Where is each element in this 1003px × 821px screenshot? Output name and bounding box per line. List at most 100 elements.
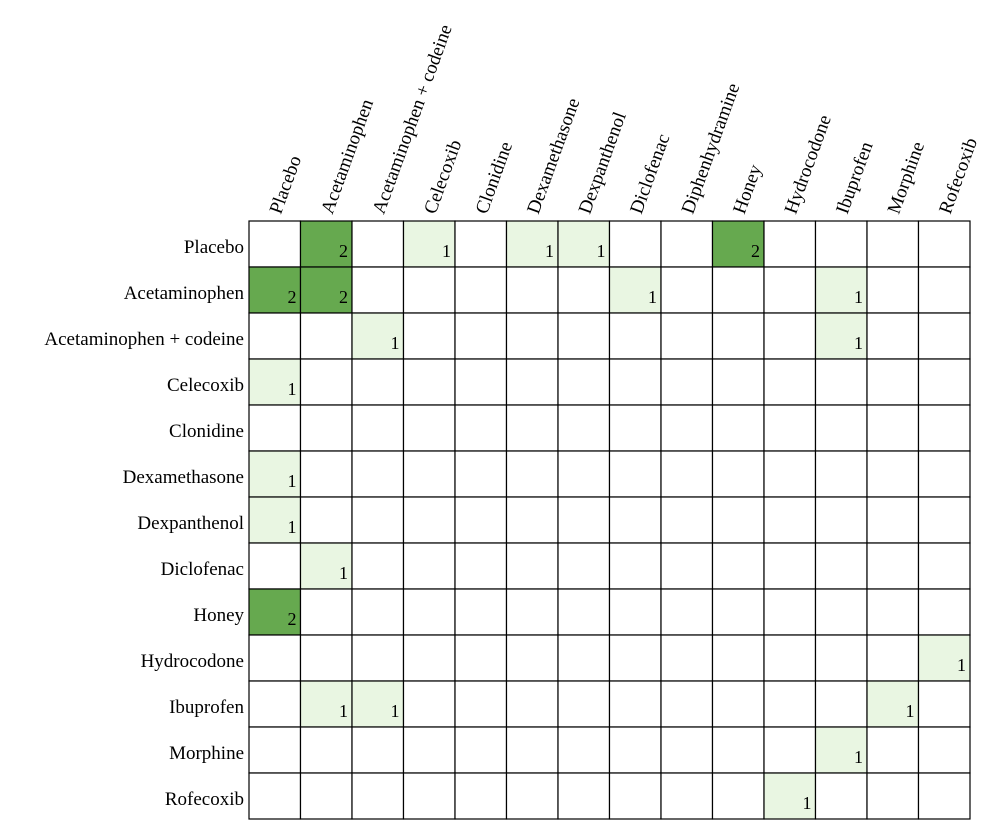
cell-value-label: 2 bbox=[288, 609, 297, 629]
matrix-cell bbox=[763, 634, 817, 682]
matrix-cell bbox=[248, 266, 302, 314]
matrix-cell bbox=[557, 450, 611, 498]
matrix-cell bbox=[917, 496, 971, 544]
matrix-cell bbox=[557, 588, 611, 636]
matrix-cell bbox=[711, 588, 765, 636]
matrix-cell bbox=[660, 312, 714, 360]
matrix-cell bbox=[866, 726, 920, 774]
matrix-cell bbox=[505, 404, 559, 452]
matrix-cell bbox=[351, 220, 405, 268]
matrix-cell bbox=[299, 312, 353, 360]
matrix-cell bbox=[917, 358, 971, 406]
matrix-cell bbox=[248, 542, 302, 590]
matrix-cell bbox=[917, 312, 971, 360]
matrix-cell bbox=[711, 312, 765, 360]
matrix-cell bbox=[299, 680, 353, 728]
row-label: Ibuprofen bbox=[169, 697, 244, 718]
cell-value-label: 1 bbox=[854, 747, 863, 767]
matrix-cell bbox=[505, 358, 559, 406]
matrix-cell bbox=[351, 450, 405, 498]
column-label: Morphine bbox=[884, 139, 929, 217]
matrix-cell bbox=[505, 266, 559, 314]
matrix-cell bbox=[454, 542, 508, 590]
matrix-cell bbox=[248, 588, 302, 636]
cell-value-label: 2 bbox=[339, 287, 348, 307]
matrix-cell bbox=[351, 266, 405, 314]
matrix-cell bbox=[866, 542, 920, 590]
cell-value-label: 1 bbox=[339, 701, 348, 721]
matrix-cell bbox=[351, 404, 405, 452]
row-label: Clonidine bbox=[169, 421, 244, 442]
matrix-cell bbox=[402, 358, 456, 406]
column-label: Ibuprofen bbox=[832, 139, 878, 217]
matrix-cell bbox=[557, 496, 611, 544]
cell-value-label: 1 bbox=[545, 241, 554, 261]
matrix-cell bbox=[660, 450, 714, 498]
matrix-cell bbox=[660, 726, 714, 774]
matrix-cell bbox=[866, 588, 920, 636]
matrix-cell bbox=[763, 266, 817, 314]
matrix-cell bbox=[763, 772, 817, 820]
matrix-cell bbox=[763, 312, 817, 360]
matrix-cell bbox=[711, 496, 765, 544]
matrix-cell bbox=[299, 772, 353, 820]
cell-value-label: 1 bbox=[906, 701, 915, 721]
matrix-cell bbox=[917, 588, 971, 636]
matrix-cell bbox=[866, 634, 920, 682]
matrix-cell bbox=[763, 542, 817, 590]
matrix-cell bbox=[917, 266, 971, 314]
cell-value-label: 1 bbox=[957, 655, 966, 675]
matrix-cell bbox=[660, 404, 714, 452]
matrix-cell bbox=[814, 542, 868, 590]
matrix-cell bbox=[711, 772, 765, 820]
matrix-cell bbox=[917, 404, 971, 452]
matrix-cell bbox=[505, 634, 559, 682]
matrix-cell bbox=[866, 312, 920, 360]
matrix-cell bbox=[557, 312, 611, 360]
cells-layer bbox=[248, 220, 971, 820]
matrix-cell bbox=[763, 358, 817, 406]
matrix-cell bbox=[660, 266, 714, 314]
matrix-cell bbox=[557, 772, 611, 820]
matrix-cell bbox=[608, 404, 662, 452]
matrix-cell bbox=[711, 542, 765, 590]
matrix-cell bbox=[454, 450, 508, 498]
matrix-cell bbox=[402, 542, 456, 590]
row-label: Acetaminophen bbox=[124, 283, 245, 304]
matrix-cell bbox=[299, 450, 353, 498]
matrix-cell bbox=[402, 726, 456, 774]
matrix-cell bbox=[814, 404, 868, 452]
matrix-cell bbox=[608, 496, 662, 544]
matrix-cell bbox=[299, 358, 353, 406]
matrix-cell bbox=[351, 588, 405, 636]
cell-value-label: 1 bbox=[854, 287, 863, 307]
matrix-cell bbox=[557, 634, 611, 682]
matrix-cell bbox=[402, 220, 456, 268]
matrix-cell bbox=[454, 312, 508, 360]
matrix-cell bbox=[660, 358, 714, 406]
matrix-cell bbox=[351, 680, 405, 728]
matrix-cell bbox=[248, 680, 302, 728]
cell-value-label: 2 bbox=[751, 241, 760, 261]
matrix-cell bbox=[402, 772, 456, 820]
row-label: Hydrocodone bbox=[141, 651, 244, 672]
matrix-cell bbox=[454, 634, 508, 682]
matrix-cell bbox=[299, 496, 353, 544]
matrix-cell bbox=[763, 726, 817, 774]
cell-value-label: 1 bbox=[442, 241, 451, 261]
values-layer: 2 1 1 1 2 2 2 1 1 1 1 1 1 1 1 2 1 1 1 1 1 1 bbox=[288, 241, 967, 813]
matrix-cell bbox=[351, 312, 405, 360]
matrix-cell bbox=[351, 496, 405, 544]
matrix-cell bbox=[402, 634, 456, 682]
column-label: Honey bbox=[729, 161, 766, 216]
matrix-cell bbox=[454, 404, 508, 452]
matrix-cell bbox=[505, 496, 559, 544]
matrix-cell bbox=[505, 450, 559, 498]
matrix-cell bbox=[557, 358, 611, 406]
matrix-cell bbox=[660, 496, 714, 544]
matrix-cell bbox=[866, 266, 920, 314]
matrix-cell bbox=[505, 726, 559, 774]
matrix-cell bbox=[557, 542, 611, 590]
matrix-cell bbox=[557, 266, 611, 314]
